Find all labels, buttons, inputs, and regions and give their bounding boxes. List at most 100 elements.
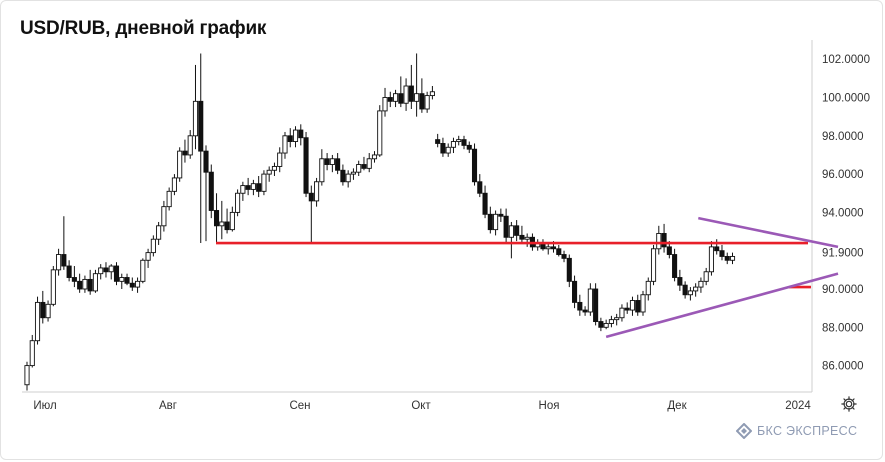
candle[interactable]: [524, 233, 530, 247]
candle[interactable]: [256, 176, 262, 198]
candle[interactable]: [435, 133, 441, 148]
candle[interactable]: [482, 185, 488, 219]
candle[interactable]: [593, 283, 599, 326]
candle[interactable]: [693, 283, 699, 297]
candle[interactable]: [82, 275, 88, 293]
candle[interactable]: [219, 200, 225, 240]
candle[interactable]: [314, 177, 320, 207]
candle[interactable]: [656, 225, 662, 255]
candle[interactable]: [208, 164, 214, 219]
candle[interactable]: [598, 317, 604, 332]
candle[interactable]: [508, 221, 514, 259]
candle[interactable]: [503, 208, 509, 244]
candle[interactable]: [87, 269, 93, 295]
candle[interactable]: [277, 147, 283, 173]
candle[interactable]: [150, 235, 156, 257]
candle[interactable]: [182, 139, 188, 163]
candle[interactable]: [461, 135, 467, 150]
candle[interactable]: [161, 200, 167, 232]
candle[interactable]: [466, 141, 472, 154]
candle[interactable]: [171, 174, 177, 196]
candle[interactable]: [487, 206, 493, 234]
candle[interactable]: [419, 78, 425, 113]
candle[interactable]: [624, 302, 630, 314]
candle[interactable]: [92, 269, 98, 293]
candle[interactable]: [361, 156, 367, 171]
candle[interactable]: [403, 78, 409, 111]
candle[interactable]: [61, 216, 67, 270]
candle[interactable]: [640, 290, 646, 316]
candle[interactable]: [166, 187, 172, 211]
candle[interactable]: [287, 128, 293, 148]
candle[interactable]: [556, 244, 562, 257]
candle[interactable]: [493, 210, 499, 236]
candle[interactable]: [124, 273, 130, 286]
candle[interactable]: [698, 277, 704, 293]
candle[interactable]: [224, 208, 230, 234]
candle[interactable]: [308, 185, 314, 244]
candle[interactable]: [119, 273, 125, 289]
candle[interactable]: [135, 277, 141, 293]
candle[interactable]: [66, 260, 72, 282]
candle[interactable]: [445, 143, 451, 157]
candle[interactable]: [335, 153, 341, 175]
candle[interactable]: [213, 193, 220, 244]
candle[interactable]: [371, 151, 378, 163]
candle[interactable]: [424, 91, 430, 113]
candle[interactable]: [350, 168, 356, 180]
candle[interactable]: [377, 105, 383, 157]
candle[interactable]: [203, 145, 209, 242]
candle[interactable]: [477, 174, 483, 198]
candle[interactable]: [77, 273, 83, 293]
candle[interactable]: [677, 269, 683, 291]
candle[interactable]: [50, 266, 56, 307]
candle[interactable]: [356, 160, 362, 177]
candle[interactable]: [703, 267, 709, 286]
candle[interactable]: [250, 179, 256, 196]
candle[interactable]: [672, 248, 678, 282]
candle[interactable]: [235, 189, 241, 217]
candle[interactable]: [714, 239, 720, 255]
candle[interactable]: [561, 250, 567, 263]
candle[interactable]: [282, 131, 288, 159]
candle[interactable]: [635, 294, 641, 316]
candle[interactable]: [229, 206, 235, 232]
candle[interactable]: [398, 76, 404, 108]
candle[interactable]: [414, 53, 420, 117]
candle[interactable]: [608, 315, 614, 328]
gear-icon[interactable]: [840, 395, 858, 413]
candle[interactable]: [103, 262, 109, 278]
candle[interactable]: [587, 283, 593, 316]
candle[interactable]: [629, 296, 636, 316]
candle[interactable]: [98, 264, 104, 280]
candle[interactable]: [429, 86, 435, 100]
candle[interactable]: [614, 313, 620, 326]
candle[interactable]: [24, 361, 30, 391]
candle[interactable]: [29, 334, 35, 368]
candle[interactable]: [261, 170, 267, 196]
candle[interactable]: [572, 275, 578, 309]
candle[interactable]: [708, 241, 714, 276]
candle[interactable]: [729, 252, 736, 265]
candle[interactable]: [292, 126, 299, 148]
candle[interactable]: [387, 91, 393, 108]
candle[interactable]: [682, 281, 688, 299]
candle[interactable]: [645, 277, 651, 301]
candle[interactable]: [298, 124, 304, 146]
candle[interactable]: [440, 137, 446, 157]
candle[interactable]: [192, 64, 199, 150]
candle[interactable]: [687, 287, 693, 301]
candle[interactable]: [724, 252, 730, 265]
candle[interactable]: [303, 131, 309, 198]
candle[interactable]: [198, 53, 204, 244]
candle[interactable]: [40, 290, 46, 324]
candle[interactable]: [34, 296, 41, 345]
candle[interactable]: [56, 248, 62, 276]
candle[interactable]: [108, 264, 114, 280]
candle[interactable]: [582, 306, 588, 316]
candle[interactable]: [519, 225, 525, 244]
candle[interactable]: [271, 162, 278, 177]
candle[interactable]: [324, 153, 330, 171]
candle[interactable]: [408, 64, 414, 109]
